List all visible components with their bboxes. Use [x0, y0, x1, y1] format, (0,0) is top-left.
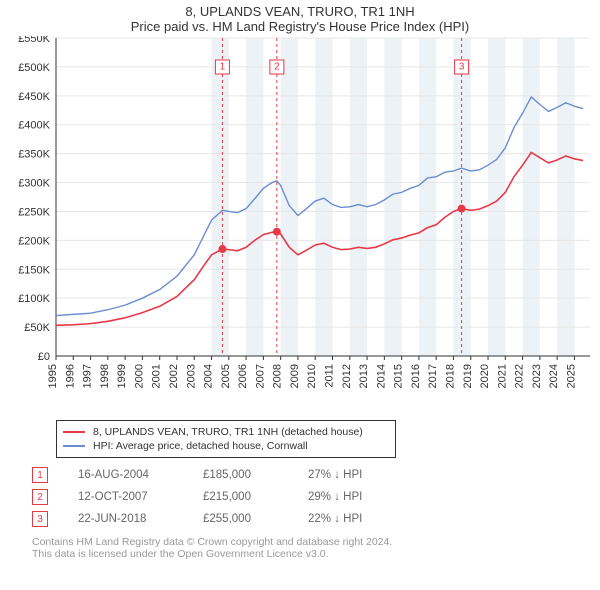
svg-text:2002: 2002 — [168, 364, 180, 388]
footnote: Contains HM Land Registry data © Crown c… — [32, 536, 592, 560]
svg-text:1999: 1999 — [116, 364, 128, 388]
svg-text:1995: 1995 — [47, 364, 59, 388]
legend-item: HPI: Average price, detached house, Corn… — [63, 439, 389, 453]
svg-text:2018: 2018 — [444, 364, 456, 388]
sale-marker-box: 3 — [32, 511, 48, 527]
svg-text:2025: 2025 — [565, 364, 577, 388]
svg-text:£300K: £300K — [18, 178, 50, 190]
title-line1: 8, UPLANDS VEAN, TRURO, TR1 1NH — [0, 4, 600, 19]
sale-marker-box: 2 — [32, 489, 48, 505]
svg-text:2009: 2009 — [289, 364, 301, 388]
chart-plot-area: £0 £50K £100K £150K £200K £250K £300K £350K £400… — [0, 36, 600, 416]
svg-text:2024: 2024 — [548, 364, 560, 388]
svg-text:£550K: £550K — [18, 36, 50, 45]
svg-text:£200K: £200K — [18, 235, 50, 247]
svg-text:£100K: £100K — [18, 293, 50, 305]
svg-text:£400K: £400K — [18, 120, 50, 132]
svg-text:2021: 2021 — [496, 364, 508, 388]
svg-text:2019: 2019 — [462, 364, 474, 388]
svg-text:2015: 2015 — [393, 364, 405, 388]
sale-hpi-delta: 27% ↓ HPI — [308, 469, 398, 481]
svg-text:2014: 2014 — [375, 364, 387, 388]
sales-row: 2 12-OCT-2007 £215,000 29% ↓ HPI — [32, 486, 592, 508]
svg-text:£250K: £250K — [18, 206, 50, 218]
sale-date: 16-AUG-2004 — [78, 469, 173, 481]
legend-swatch — [63, 431, 85, 433]
title-line2: Price paid vs. HM Land Registry's House … — [0, 19, 600, 34]
sale-marker-box: 1 — [32, 467, 48, 483]
svg-text:1998: 1998 — [99, 364, 111, 388]
svg-text:1: 1 — [220, 62, 226, 73]
svg-text:1996: 1996 — [64, 364, 76, 388]
svg-text:2011: 2011 — [324, 364, 336, 388]
svg-text:£150K: £150K — [18, 264, 50, 276]
svg-text:3: 3 — [459, 62, 465, 73]
svg-text:2004: 2004 — [203, 364, 215, 388]
svg-text:2020: 2020 — [479, 364, 491, 388]
sale-hpi-delta: 22% ↓ HPI — [308, 513, 398, 525]
sales-row: 1 16-AUG-2004 £185,000 27% ↓ HPI — [32, 464, 592, 486]
svg-text:£350K: £350K — [18, 149, 50, 161]
svg-text:2012: 2012 — [341, 364, 353, 388]
svg-text:2017: 2017 — [427, 364, 439, 388]
svg-text:£450K: £450K — [18, 91, 50, 103]
svg-text:2013: 2013 — [358, 364, 370, 388]
sale-date: 12-OCT-2007 — [78, 491, 173, 503]
footnote-line: This data is licensed under the Open Gov… — [32, 548, 592, 560]
svg-text:£500K: £500K — [18, 62, 50, 74]
svg-text:2010: 2010 — [306, 364, 318, 388]
sale-hpi-delta: 29% ↓ HPI — [308, 491, 398, 503]
legend-label: 8, UPLANDS VEAN, TRURO, TR1 1NH (detache… — [93, 426, 363, 438]
svg-text:2022: 2022 — [514, 364, 526, 388]
svg-text:2005: 2005 — [220, 364, 232, 388]
legend-label: HPI: Average price, detached house, Corn… — [93, 440, 308, 452]
svg-text:£0: £0 — [38, 351, 50, 363]
sale-date: 22-JUN-2018 — [78, 513, 173, 525]
svg-text:2016: 2016 — [410, 364, 422, 388]
svg-text:2003: 2003 — [185, 364, 197, 388]
chart-container: { "title": { "line1": "8, UPLANDS VEAN, … — [0, 0, 600, 560]
sales-row: 3 22-JUN-2018 £255,000 22% ↓ HPI — [32, 508, 592, 530]
sale-price: £215,000 — [203, 491, 278, 503]
svg-text:2001: 2001 — [151, 364, 163, 388]
svg-text:£50K: £50K — [24, 322, 50, 334]
sale-price: £255,000 — [203, 513, 278, 525]
svg-text:1997: 1997 — [82, 364, 94, 388]
svg-text:2023: 2023 — [531, 364, 543, 388]
footnote-line: Contains HM Land Registry data © Crown c… — [32, 536, 592, 548]
sale-price: £185,000 — [203, 469, 278, 481]
legend-item: 8, UPLANDS VEAN, TRURO, TR1 1NH (detache… — [63, 425, 389, 439]
svg-text:2006: 2006 — [237, 364, 249, 388]
legend: 8, UPLANDS VEAN, TRURO, TR1 1NH (detache… — [56, 420, 396, 458]
sales-table: 1 16-AUG-2004 £185,000 27% ↓ HPI 2 12-OC… — [32, 464, 592, 530]
svg-text:2000: 2000 — [133, 364, 145, 388]
chart-title: 8, UPLANDS VEAN, TRURO, TR1 1NH Price pa… — [0, 0, 600, 36]
svg-text:2: 2 — [274, 62, 280, 73]
line-chart-svg: £0 £50K £100K £150K £200K £250K £300K £350K £400… — [0, 36, 600, 416]
svg-text:2008: 2008 — [272, 364, 284, 388]
legend-swatch — [63, 445, 85, 447]
svg-text:2007: 2007 — [254, 364, 266, 388]
